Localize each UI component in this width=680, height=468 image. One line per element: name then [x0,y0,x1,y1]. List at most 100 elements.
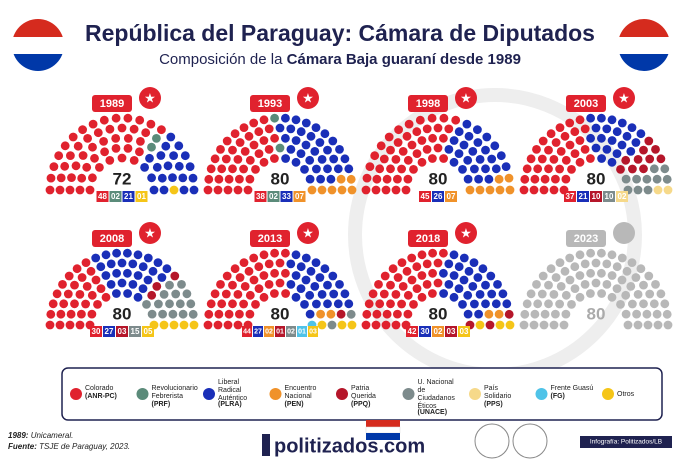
value-label: 30 [92,327,101,336]
year-badge [92,230,132,247]
seat [407,140,417,150]
seat [607,271,617,280]
seat [649,299,659,309]
seat [475,290,485,299]
seat [159,290,169,299]
seat [549,185,559,195]
seat [454,262,464,272]
total: 80 [113,304,132,323]
seat [216,280,225,289]
seat [362,173,372,183]
seat [570,127,580,137]
party-seats [317,320,357,330]
seat [95,163,104,172]
seat [415,115,425,125]
value-label-bg [286,326,296,337]
value-label: 27 [105,327,114,336]
seat [491,299,501,309]
seat [394,125,403,135]
seat [597,248,606,258]
seat [417,136,427,145]
seat [362,309,372,319]
seat [433,258,443,268]
seat [622,266,632,276]
seat [203,320,213,330]
parliament-chart: 1989 ★ 72 48 02 21 01 [45,87,199,202]
seat [245,174,255,184]
value-label: 01 [137,192,146,201]
seat [586,113,595,123]
seat [645,154,655,164]
seat [530,174,540,184]
party-seats [475,320,515,330]
seat [567,165,576,174]
seat [169,151,179,161]
seat [133,271,143,280]
seat [643,185,653,195]
seat [549,290,559,299]
seat [649,164,659,174]
seat [154,299,163,309]
seat [632,309,641,319]
seat [485,320,495,330]
seat [663,320,673,330]
seat [93,300,102,309]
legend-name: Encuentro Nacional [285,385,317,400]
seat [270,133,279,143]
seat [570,149,580,159]
seat [403,174,413,184]
seat [328,271,338,281]
seat [111,134,121,143]
seat [417,157,427,167]
seat [281,113,290,123]
seat [112,248,121,258]
seat [305,290,315,300]
seat [291,157,301,167]
seat [85,185,95,195]
star-badge [455,222,477,244]
party-seats [203,248,290,330]
value-label: 21 [124,192,133,201]
value-label: 03 [309,329,317,336]
seat [607,250,617,260]
seat [644,136,654,146]
seat [597,289,606,298]
seat [239,164,249,174]
star: ★ [144,225,156,240]
value-label-bg [590,191,602,202]
seat [326,309,336,319]
seat [464,266,474,276]
seat [422,124,432,134]
seat [454,149,464,159]
seat [560,266,570,276]
seat [82,282,92,291]
seat [627,258,637,267]
value-label-bg [103,326,115,337]
seat [178,309,188,319]
seat [409,165,418,174]
seat [459,140,469,150]
seat [254,127,264,137]
seat [56,173,66,183]
seat [612,262,622,272]
seat [307,185,317,195]
seat [417,292,427,302]
seat [300,165,309,174]
seat [475,320,485,330]
seat [327,320,337,330]
seat [73,141,83,151]
seat [539,185,549,195]
seat [45,185,55,195]
seat [417,271,427,280]
seat [361,185,371,195]
seat [402,266,412,276]
total: 80 [587,169,606,188]
year-badge [250,230,290,247]
seat [412,127,422,137]
credit: Infografía: Politizados/LB [590,439,662,446]
seat [626,282,636,291]
value-label-bg [445,191,457,202]
seat [81,258,91,267]
value-label: 07 [295,192,304,201]
